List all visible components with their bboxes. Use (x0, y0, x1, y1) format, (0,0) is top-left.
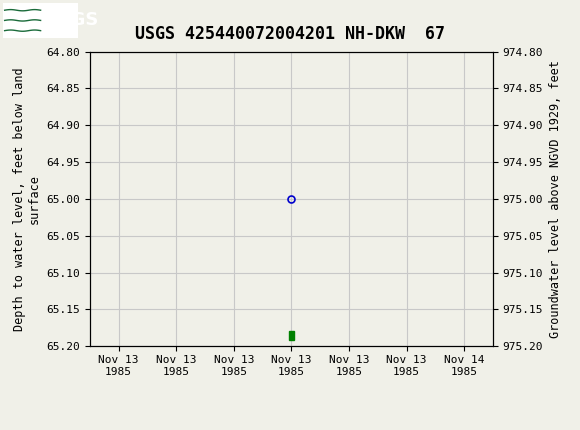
FancyBboxPatch shape (3, 3, 78, 37)
Text: USGS 425440072004201 NH-DKW  67: USGS 425440072004201 NH-DKW 67 (135, 25, 445, 43)
Y-axis label: Groundwater level above NGVD 1929, feet: Groundwater level above NGVD 1929, feet (549, 60, 562, 338)
Y-axis label: Depth to water level, feet below land
surface: Depth to water level, feet below land su… (13, 67, 41, 331)
Bar (289, 331, 293, 340)
Text: USGS: USGS (44, 12, 99, 29)
